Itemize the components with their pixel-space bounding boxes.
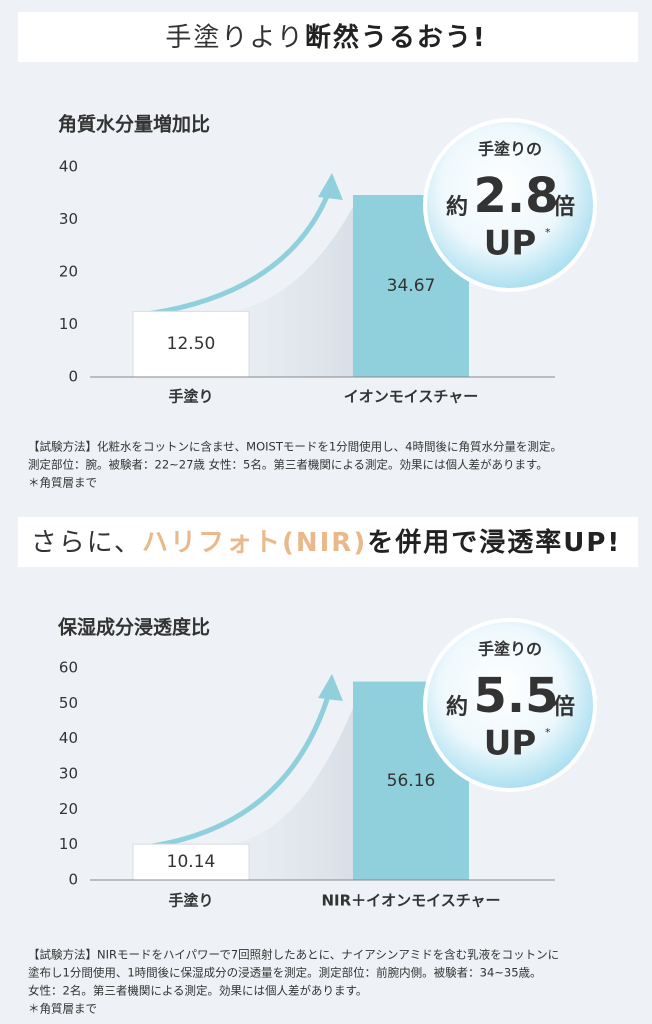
badge-top: 手塗りの xyxy=(478,640,542,659)
x-tick-label: 手塗り xyxy=(168,892,213,910)
heading-part: を併用で浸透率UP! xyxy=(367,527,621,558)
y-tick-label: 30 xyxy=(59,210,78,228)
y-tick-label: 0 xyxy=(68,871,78,889)
value-label: 56.16 xyxy=(387,771,436,791)
heading-part: さらに、 xyxy=(31,528,142,558)
value-label: 12.50 xyxy=(167,334,216,354)
note: ＊角質層まで xyxy=(28,476,97,490)
badge-prefix: 約 xyxy=(446,194,468,220)
arrow-head xyxy=(318,674,343,701)
chart-title: 角質水分量増加比 xyxy=(58,113,210,136)
y-tick-label: 20 xyxy=(59,263,78,281)
badge-up: UP xyxy=(484,724,537,764)
banner xyxy=(18,517,638,567)
banner-heading: さらに、ハリフォト(NIR)を併用で浸透率UP! xyxy=(31,527,622,558)
badge-up: UP xyxy=(484,224,537,264)
x-tick-label: NIR＋イオンモイスチャー xyxy=(321,892,500,910)
y-tick-label: 50 xyxy=(59,694,78,712)
bar xyxy=(132,843,250,881)
badge-top: 手塗りの xyxy=(478,140,542,159)
note: 塗布し1分間使用、1時間後に保湿成分の浸透量を測定。測定部位：前腕内側。被験者：… xyxy=(28,966,542,980)
arrow xyxy=(150,188,333,316)
heading-part: 断然うるおう! xyxy=(305,22,487,53)
badge xyxy=(423,618,597,792)
y-tick-label: 0 xyxy=(68,368,78,386)
value-label: 34.67 xyxy=(387,276,436,296)
value-label: 10.14 xyxy=(167,852,216,872)
badge-ratio: 2.8 xyxy=(473,168,558,224)
heading-part: 手塗りより xyxy=(165,23,304,53)
badge xyxy=(423,118,597,292)
arrow-shadow xyxy=(229,708,353,880)
y-tick-label: 40 xyxy=(59,158,78,176)
note: 女性：2名。第三者機関による測定。効果には個人差があります。 xyxy=(28,984,367,998)
heading-part: ハリフォト(NIR) xyxy=(142,528,367,558)
chart-title: 保湿成分浸透度比 xyxy=(57,616,210,639)
bar xyxy=(132,310,250,378)
x-tick-label: イオンモイスチャー xyxy=(344,388,478,406)
note: 測定部位：腕。被験者：22~27歳 女性：5名。第三者機関による測定。効果には個… xyxy=(28,458,548,472)
note: 【試験方法】化粧水をコットンに含ませ、MOISTモードを1分間使用し、4時間後に… xyxy=(28,440,562,454)
y-tick-label: 10 xyxy=(59,315,78,333)
y-tick-label: 30 xyxy=(59,765,78,783)
y-tick-label: 10 xyxy=(59,835,78,853)
badge-suffix: 倍 xyxy=(553,694,575,720)
y-tick-label: 60 xyxy=(59,659,78,677)
badge-suffix: 倍 xyxy=(553,194,575,220)
badge-ratio: 5.5 xyxy=(473,668,558,724)
badge-prefix: 約 xyxy=(446,694,468,720)
badge-mark: * xyxy=(545,726,551,739)
note: 【試験方法】NIRモードをハイパワーで7回照射したあとに、ナイアシンアミドを含む… xyxy=(28,948,559,962)
arrow-shadow xyxy=(229,207,353,377)
arrow xyxy=(150,689,333,849)
y-tick-label: 20 xyxy=(59,800,78,818)
note: ＊角質層まで xyxy=(28,1002,97,1016)
y-tick-label: 40 xyxy=(59,729,78,747)
badge-mark: * xyxy=(545,226,551,239)
x-tick-label: 手塗り xyxy=(168,388,213,406)
banner xyxy=(18,12,638,62)
banner-heading: 手塗りより断然うるおう! xyxy=(165,22,486,53)
arrow-head xyxy=(318,173,343,200)
